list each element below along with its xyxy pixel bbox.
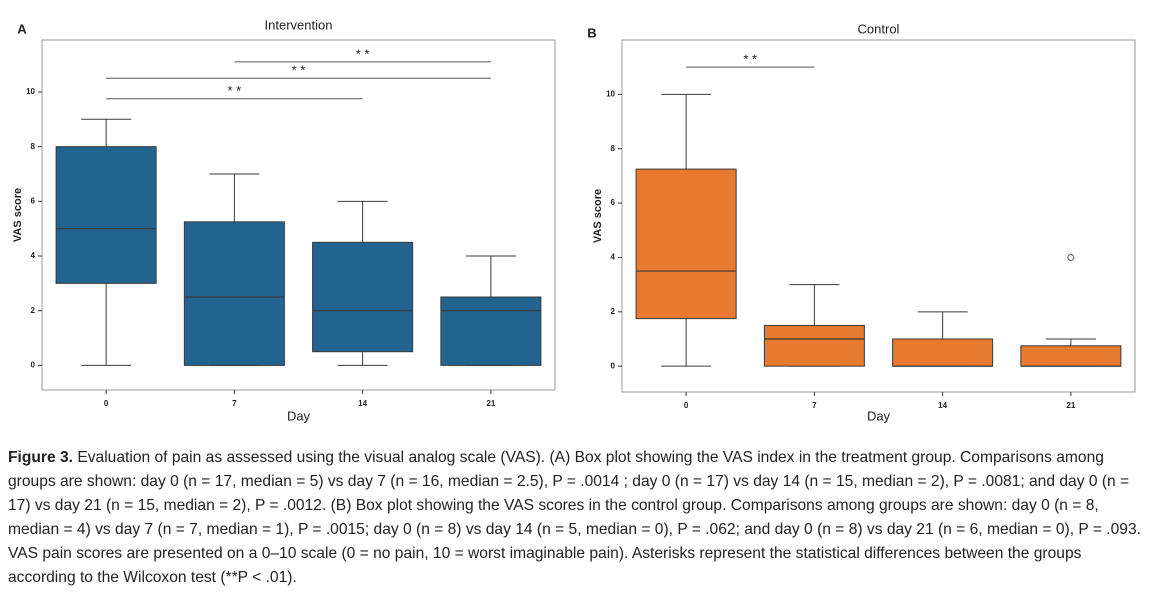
y-axis-label: VAS score bbox=[12, 188, 24, 242]
x-tick-label: 0 bbox=[104, 399, 109, 408]
box bbox=[892, 338, 994, 367]
x-tick-label: 7 bbox=[232, 399, 237, 408]
box bbox=[1020, 345, 1122, 367]
y-tick-label: 0 bbox=[611, 361, 616, 370]
significance-label: * * bbox=[228, 83, 242, 98]
outlier bbox=[1067, 253, 1075, 261]
y-tick-label: 4 bbox=[611, 253, 616, 262]
chart-title: Intervention bbox=[265, 17, 333, 32]
panel-letter: A bbox=[17, 21, 27, 36]
panel-letter: B bbox=[587, 25, 596, 40]
y-tick-label: 2 bbox=[611, 307, 616, 316]
plot-frame bbox=[621, 39, 1136, 393]
x-tick-label: 7 bbox=[812, 401, 817, 410]
box bbox=[763, 324, 865, 367]
x-tick-label: 21 bbox=[486, 399, 495, 408]
caption: Figure 3. Evaluation of pain as assessed… bbox=[8, 446, 1144, 590]
caption-text: Evaluation of pain as assessed using the… bbox=[8, 449, 1141, 586]
x-axis-label: Day bbox=[287, 408, 311, 423]
y-tick-label: 8 bbox=[31, 142, 36, 151]
x-tick-label: 14 bbox=[938, 401, 947, 410]
box bbox=[183, 221, 285, 366]
y-axis-label: VAS score bbox=[592, 189, 604, 243]
caption-label: Figure 3. bbox=[8, 449, 73, 466]
y-tick-label: 10 bbox=[606, 89, 615, 98]
y-tick-label: 8 bbox=[611, 144, 616, 153]
y-tick-label: 6 bbox=[611, 198, 616, 207]
significance-label: * * bbox=[743, 52, 757, 67]
significance-label: * * bbox=[292, 63, 306, 78]
box bbox=[635, 168, 737, 320]
y-tick-label: 0 bbox=[31, 361, 36, 370]
box bbox=[312, 241, 414, 353]
y-tick-label: 4 bbox=[31, 251, 36, 260]
significance-label: * * bbox=[356, 46, 370, 61]
x-axis-label: Day bbox=[867, 408, 891, 423]
x-tick-label: 21 bbox=[1066, 401, 1075, 410]
box bbox=[440, 296, 542, 366]
x-tick-label: 14 bbox=[358, 399, 367, 408]
y-tick-label: 10 bbox=[26, 87, 35, 96]
y-tick-label: 6 bbox=[31, 196, 36, 205]
x-tick-label: 0 bbox=[684, 401, 689, 410]
chart-title: Control bbox=[858, 21, 900, 36]
y-tick-label: 2 bbox=[31, 306, 36, 315]
plot-frame bbox=[41, 39, 556, 391]
box bbox=[55, 146, 157, 284]
figure: A Intervention Day VAS score 0 2 4 6 8 10 0 7 14 21 * … bbox=[12, 17, 1136, 423]
